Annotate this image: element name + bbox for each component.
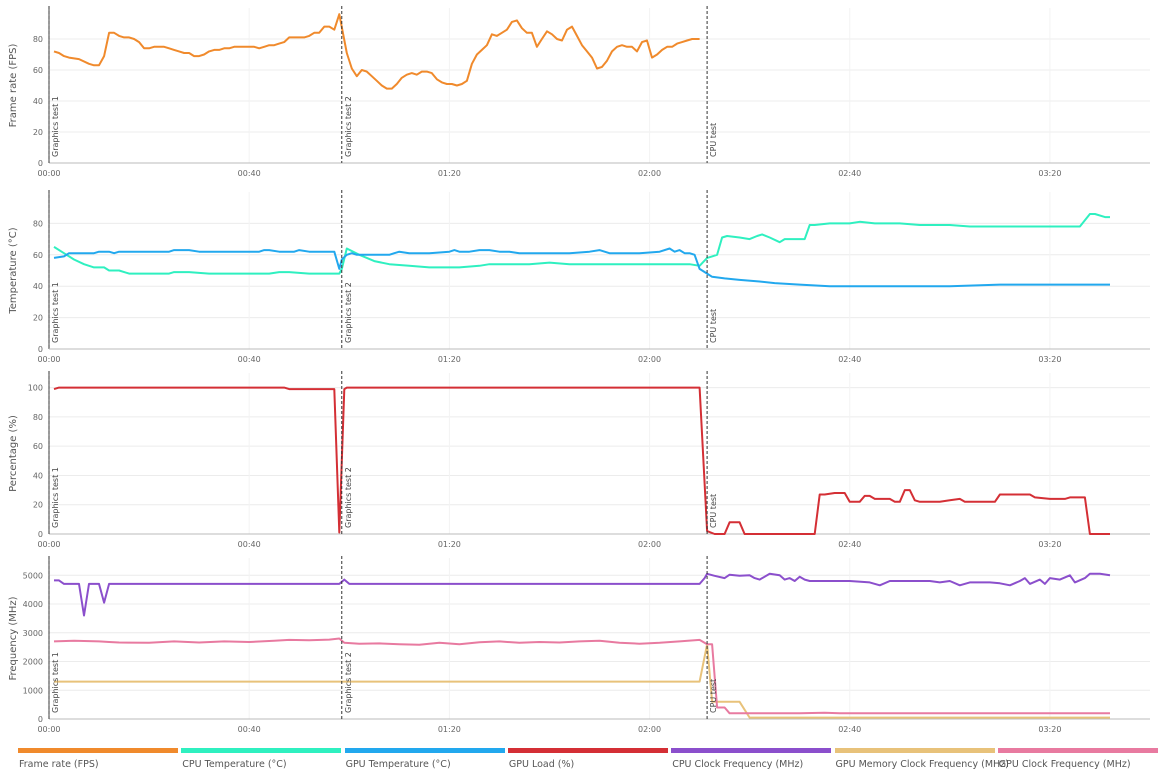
legend-item-gpu-temperature-c: GPU Temperature (°C) bbox=[344, 748, 505, 770]
x-tick-label: 02:00 bbox=[638, 725, 661, 734]
x-tick-label: 01:20 bbox=[438, 725, 461, 734]
x-tick-label: 02:00 bbox=[638, 540, 661, 549]
y-tick-label: 0 bbox=[38, 345, 43, 354]
x-tick-label: 01:20 bbox=[438, 355, 461, 364]
y-tick-label: 20 bbox=[33, 128, 43, 137]
y-tick-label: 80 bbox=[33, 413, 43, 422]
y-tick-label: 40 bbox=[33, 282, 43, 291]
series-line-frame-rate-fps bbox=[53, 13, 700, 90]
chart-panel-2: 0 20 40 60 80 00:00 00:40 01:20 02:00 02:40 03:20 T… bbox=[8, 190, 1150, 364]
y-tick-label: 40 bbox=[33, 471, 43, 480]
y-tick-label: 40 bbox=[33, 97, 43, 106]
x-tick-label: 02:40 bbox=[838, 169, 861, 178]
x-tick-label: 03:20 bbox=[1038, 540, 1061, 549]
y-tick-label: 20 bbox=[33, 314, 43, 323]
y-axis-label: Percentage (%) bbox=[8, 415, 19, 492]
y-tick-label: 0 bbox=[38, 715, 43, 724]
x-tick-label: 02:40 bbox=[838, 355, 861, 364]
legend-item-frame-rate-fps: Frame rate (FPS) bbox=[18, 748, 178, 770]
legend-swatch bbox=[997, 748, 1158, 753]
legend: Frame rate (FPS) CPU Temperature (°C) GPU … bbox=[18, 748, 1160, 770]
x-tick-label: 02:00 bbox=[638, 169, 661, 178]
y-axis-label: Frame rate (FPS) bbox=[8, 44, 19, 128]
x-tick-label: 00:00 bbox=[37, 355, 60, 364]
legend-swatch bbox=[671, 748, 832, 753]
legend-item-gpu-memory-clock-frequency-mhz: GPU Memory Clock Frequency (MHz) bbox=[834, 748, 1009, 770]
y-axis-label: Temperature (°C) bbox=[8, 227, 19, 314]
series-line-gpu-load bbox=[53, 386, 1110, 535]
y-axis-label: Frequency (MHz) bbox=[8, 596, 19, 680]
marker-label: Graphics test 1 bbox=[51, 467, 60, 528]
y-tick-label: 0 bbox=[38, 530, 43, 539]
x-tick-label: 02:40 bbox=[838, 725, 861, 734]
legend-label: GPU Load (%) bbox=[508, 759, 575, 770]
x-tick-label: 03:20 bbox=[1038, 355, 1061, 364]
x-tick-label: 03:20 bbox=[1038, 725, 1061, 734]
legend-label: CPU Temperature (°C) bbox=[182, 759, 287, 770]
x-tick-label: 00:40 bbox=[238, 725, 261, 734]
legend-label: Frame rate (FPS) bbox=[19, 759, 99, 770]
legend-item-gpu-load: GPU Load (%) bbox=[507, 748, 668, 770]
chart-panel-3: 0 20 40 60 80 100 00:00 00:40 01:20 02:00 02:40 03:… bbox=[8, 371, 1150, 549]
y-tick-label: 80 bbox=[33, 35, 43, 44]
x-tick-label: 03:20 bbox=[1038, 169, 1061, 178]
y-tick-label: 1000 bbox=[23, 686, 43, 695]
marker-label: Graphics test 2 bbox=[344, 467, 353, 528]
legend-label: GPU Clock Frequency (MHz) bbox=[998, 759, 1131, 770]
y-tick-label: 0 bbox=[38, 159, 43, 168]
y-tick-label: 60 bbox=[33, 251, 43, 260]
legend-label: GPU Memory Clock Frequency (MHz) bbox=[835, 759, 1009, 770]
marker-label: CPU test bbox=[709, 679, 718, 713]
series-line-gpu-memory-clock-frequency-mhz bbox=[54, 643, 1110, 719]
marker-label: Graphics test 1 bbox=[51, 96, 60, 157]
x-tick-label: 00:00 bbox=[37, 169, 60, 178]
series-line-gpu-clock-frequency-mhz bbox=[53, 637, 1110, 715]
marker-label: CPU test bbox=[709, 123, 718, 157]
y-tick-label: 80 bbox=[33, 219, 43, 228]
marker-label: CPU test bbox=[709, 309, 718, 343]
x-tick-label: 00:40 bbox=[238, 169, 261, 178]
y-tick-label: 5000 bbox=[23, 571, 43, 580]
y-tick-label: 20 bbox=[33, 501, 43, 510]
series-line-cpu-clock-frequency-mhz bbox=[54, 572, 1111, 617]
legend-swatch bbox=[834, 748, 995, 753]
legend-label: GPU Temperature (°C) bbox=[345, 759, 451, 770]
legend-swatch bbox=[18, 748, 178, 753]
y-tick-label: 4000 bbox=[23, 600, 43, 609]
series-line-gpu-temperature-c bbox=[53, 247, 1110, 288]
marker-label: Graphics test 2 bbox=[344, 282, 353, 343]
x-tick-label: 00:40 bbox=[238, 540, 261, 549]
x-tick-label: 00:00 bbox=[37, 725, 60, 734]
y-tick-label: 2000 bbox=[23, 658, 43, 667]
y-tick-label: 60 bbox=[33, 442, 43, 451]
x-tick-label: 01:20 bbox=[438, 540, 461, 549]
y-tick-label: 100 bbox=[28, 384, 43, 393]
x-tick-label: 01:20 bbox=[438, 169, 461, 178]
y-tick-label: 60 bbox=[33, 66, 43, 75]
x-tick-label: 02:40 bbox=[838, 540, 861, 549]
marker-label: CPU test bbox=[709, 494, 718, 528]
y-tick-label: 3000 bbox=[23, 629, 43, 638]
chart-panel-4: 0 1000 2000 3000 4000 5000 00:00 00:40 01:20 02:0… bbox=[8, 556, 1150, 734]
marker-label: Graphics test 1 bbox=[51, 652, 60, 713]
x-tick-label: 02:00 bbox=[638, 355, 661, 364]
legend-item-gpu-clock-frequency-mhz: GPU Clock Frequency (MHz) bbox=[997, 748, 1158, 770]
marker-label: Graphics test 2 bbox=[344, 96, 353, 157]
legend-label: CPU Clock Frequency (MHz) bbox=[672, 759, 804, 770]
legend-item-cpu-clock-frequency-mhz: CPU Clock Frequency (MHz) bbox=[671, 748, 832, 770]
legend-swatch bbox=[507, 748, 668, 753]
x-tick-label: 00:00 bbox=[37, 540, 60, 549]
legend-swatch bbox=[181, 748, 342, 753]
legend-item-cpu-temperature-c: CPU Temperature (°C) bbox=[181, 748, 342, 770]
marker-label: Graphics test 1 bbox=[51, 282, 60, 343]
legend-swatch bbox=[344, 748, 505, 753]
chart-panel-1: 0 20 40 60 80 00:00 00:40 01:20 02:00 02:40 03:20 F… bbox=[8, 6, 1150, 178]
x-tick-label: 00:40 bbox=[238, 355, 261, 364]
series-line-cpu-temperature-c bbox=[53, 213, 1110, 275]
marker-label: Graphics test 2 bbox=[344, 652, 353, 713]
